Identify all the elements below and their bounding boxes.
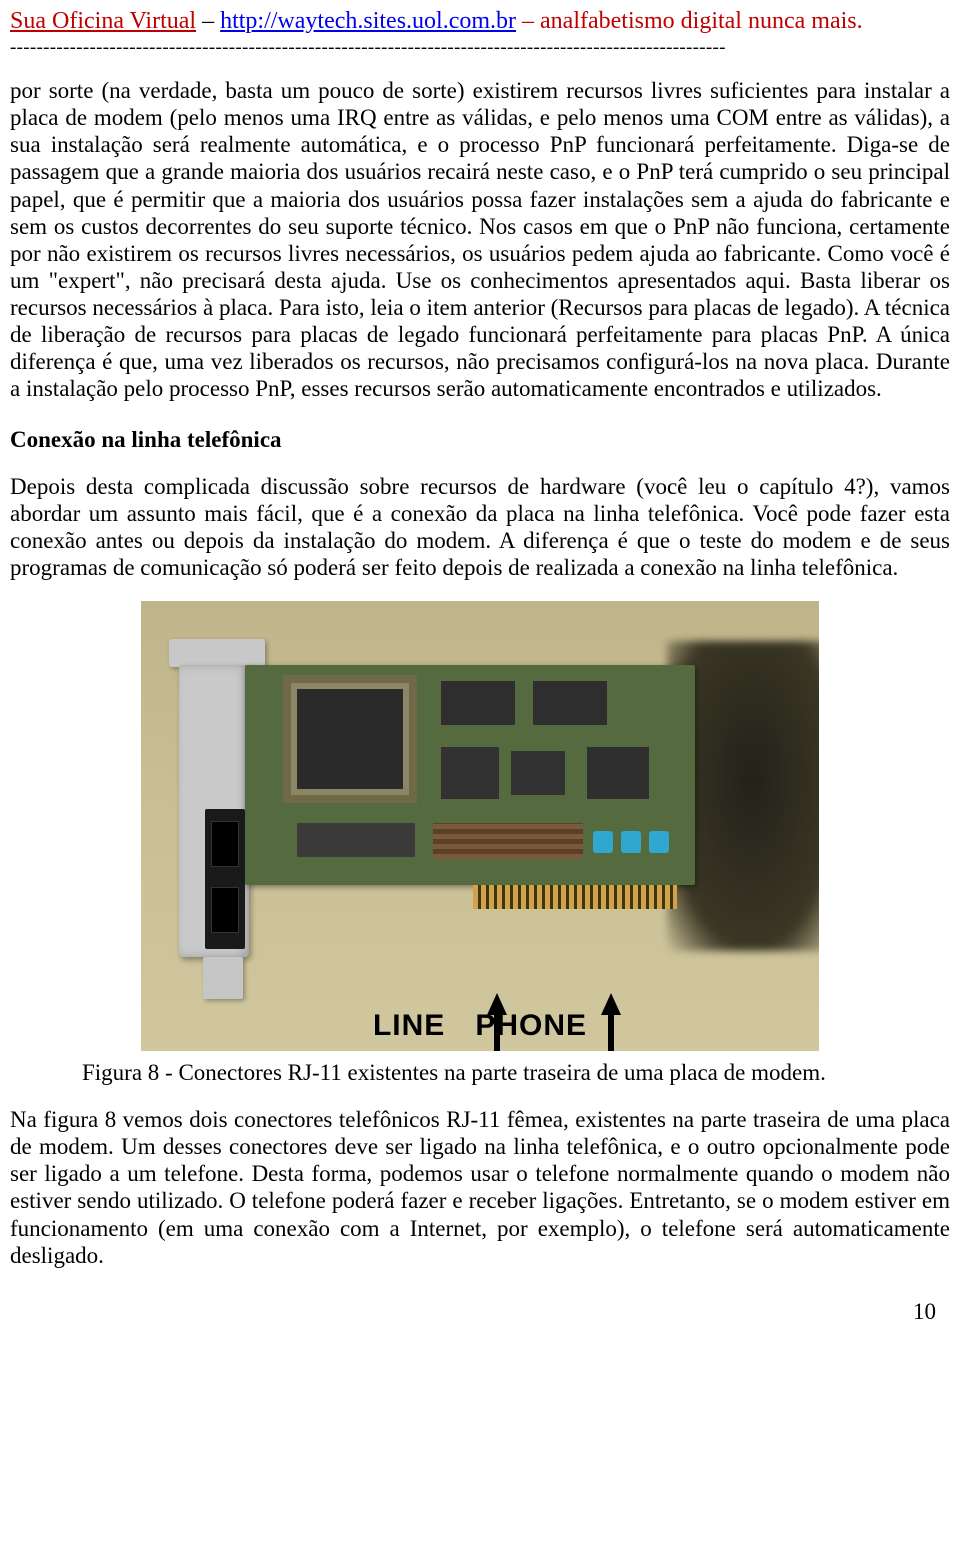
capacitor <box>621 831 641 853</box>
section-heading: Conexão na linha telefônica <box>10 427 950 453</box>
resistor-row <box>433 823 583 859</box>
bracket-top <box>169 639 265 667</box>
header-sep: – <box>196 8 220 34</box>
header-link[interactable]: http://waytech.sites.uol.com.br <box>220 8 516 34</box>
edge-connector <box>473 885 677 909</box>
chip <box>587 747 649 799</box>
divider-line: ----------------------------------------… <box>10 37 950 59</box>
body-paragraph-1: por sorte (na verdade, basta um pouco de… <box>10 77 950 403</box>
capacitor <box>649 831 669 853</box>
chip <box>441 747 499 799</box>
main-chip <box>291 683 409 795</box>
modem-photo: LINE PHONE <box>141 601 819 1051</box>
port-labels: LINE PHONE <box>141 1009 819 1043</box>
port-label-phone: PHONE <box>475 1009 587 1043</box>
header-title: Sua Oficina Virtual <box>10 8 196 34</box>
body-paragraph-2: Depois desta complicada discussão sobre … <box>10 473 950 582</box>
chip <box>511 751 565 795</box>
page-header: Sua Oficina Virtual – http://waytech.sit… <box>10 8 950 35</box>
page-number: 10 <box>10 1299 950 1325</box>
figure-caption: Figura 8 - Conectores RJ-11 existentes n… <box>10 1060 950 1086</box>
chip <box>533 681 607 725</box>
chip <box>441 681 515 725</box>
port-label-line: LINE <box>373 1009 445 1043</box>
document-page: Sua Oficina Virtual – http://waytech.sit… <box>0 0 960 1345</box>
rj11-port-phone <box>211 887 239 933</box>
bracket-tab <box>203 957 243 999</box>
figure-container: LINE PHONE <box>10 601 950 1056</box>
header-tagline: – analfabetismo digital nunca mais. <box>516 8 863 34</box>
chip <box>297 823 415 857</box>
capacitor <box>593 831 613 853</box>
rj11-port-line <box>211 821 239 867</box>
body-paragraph-3: Na figura 8 vemos dois conectores telefô… <box>10 1106 950 1269</box>
